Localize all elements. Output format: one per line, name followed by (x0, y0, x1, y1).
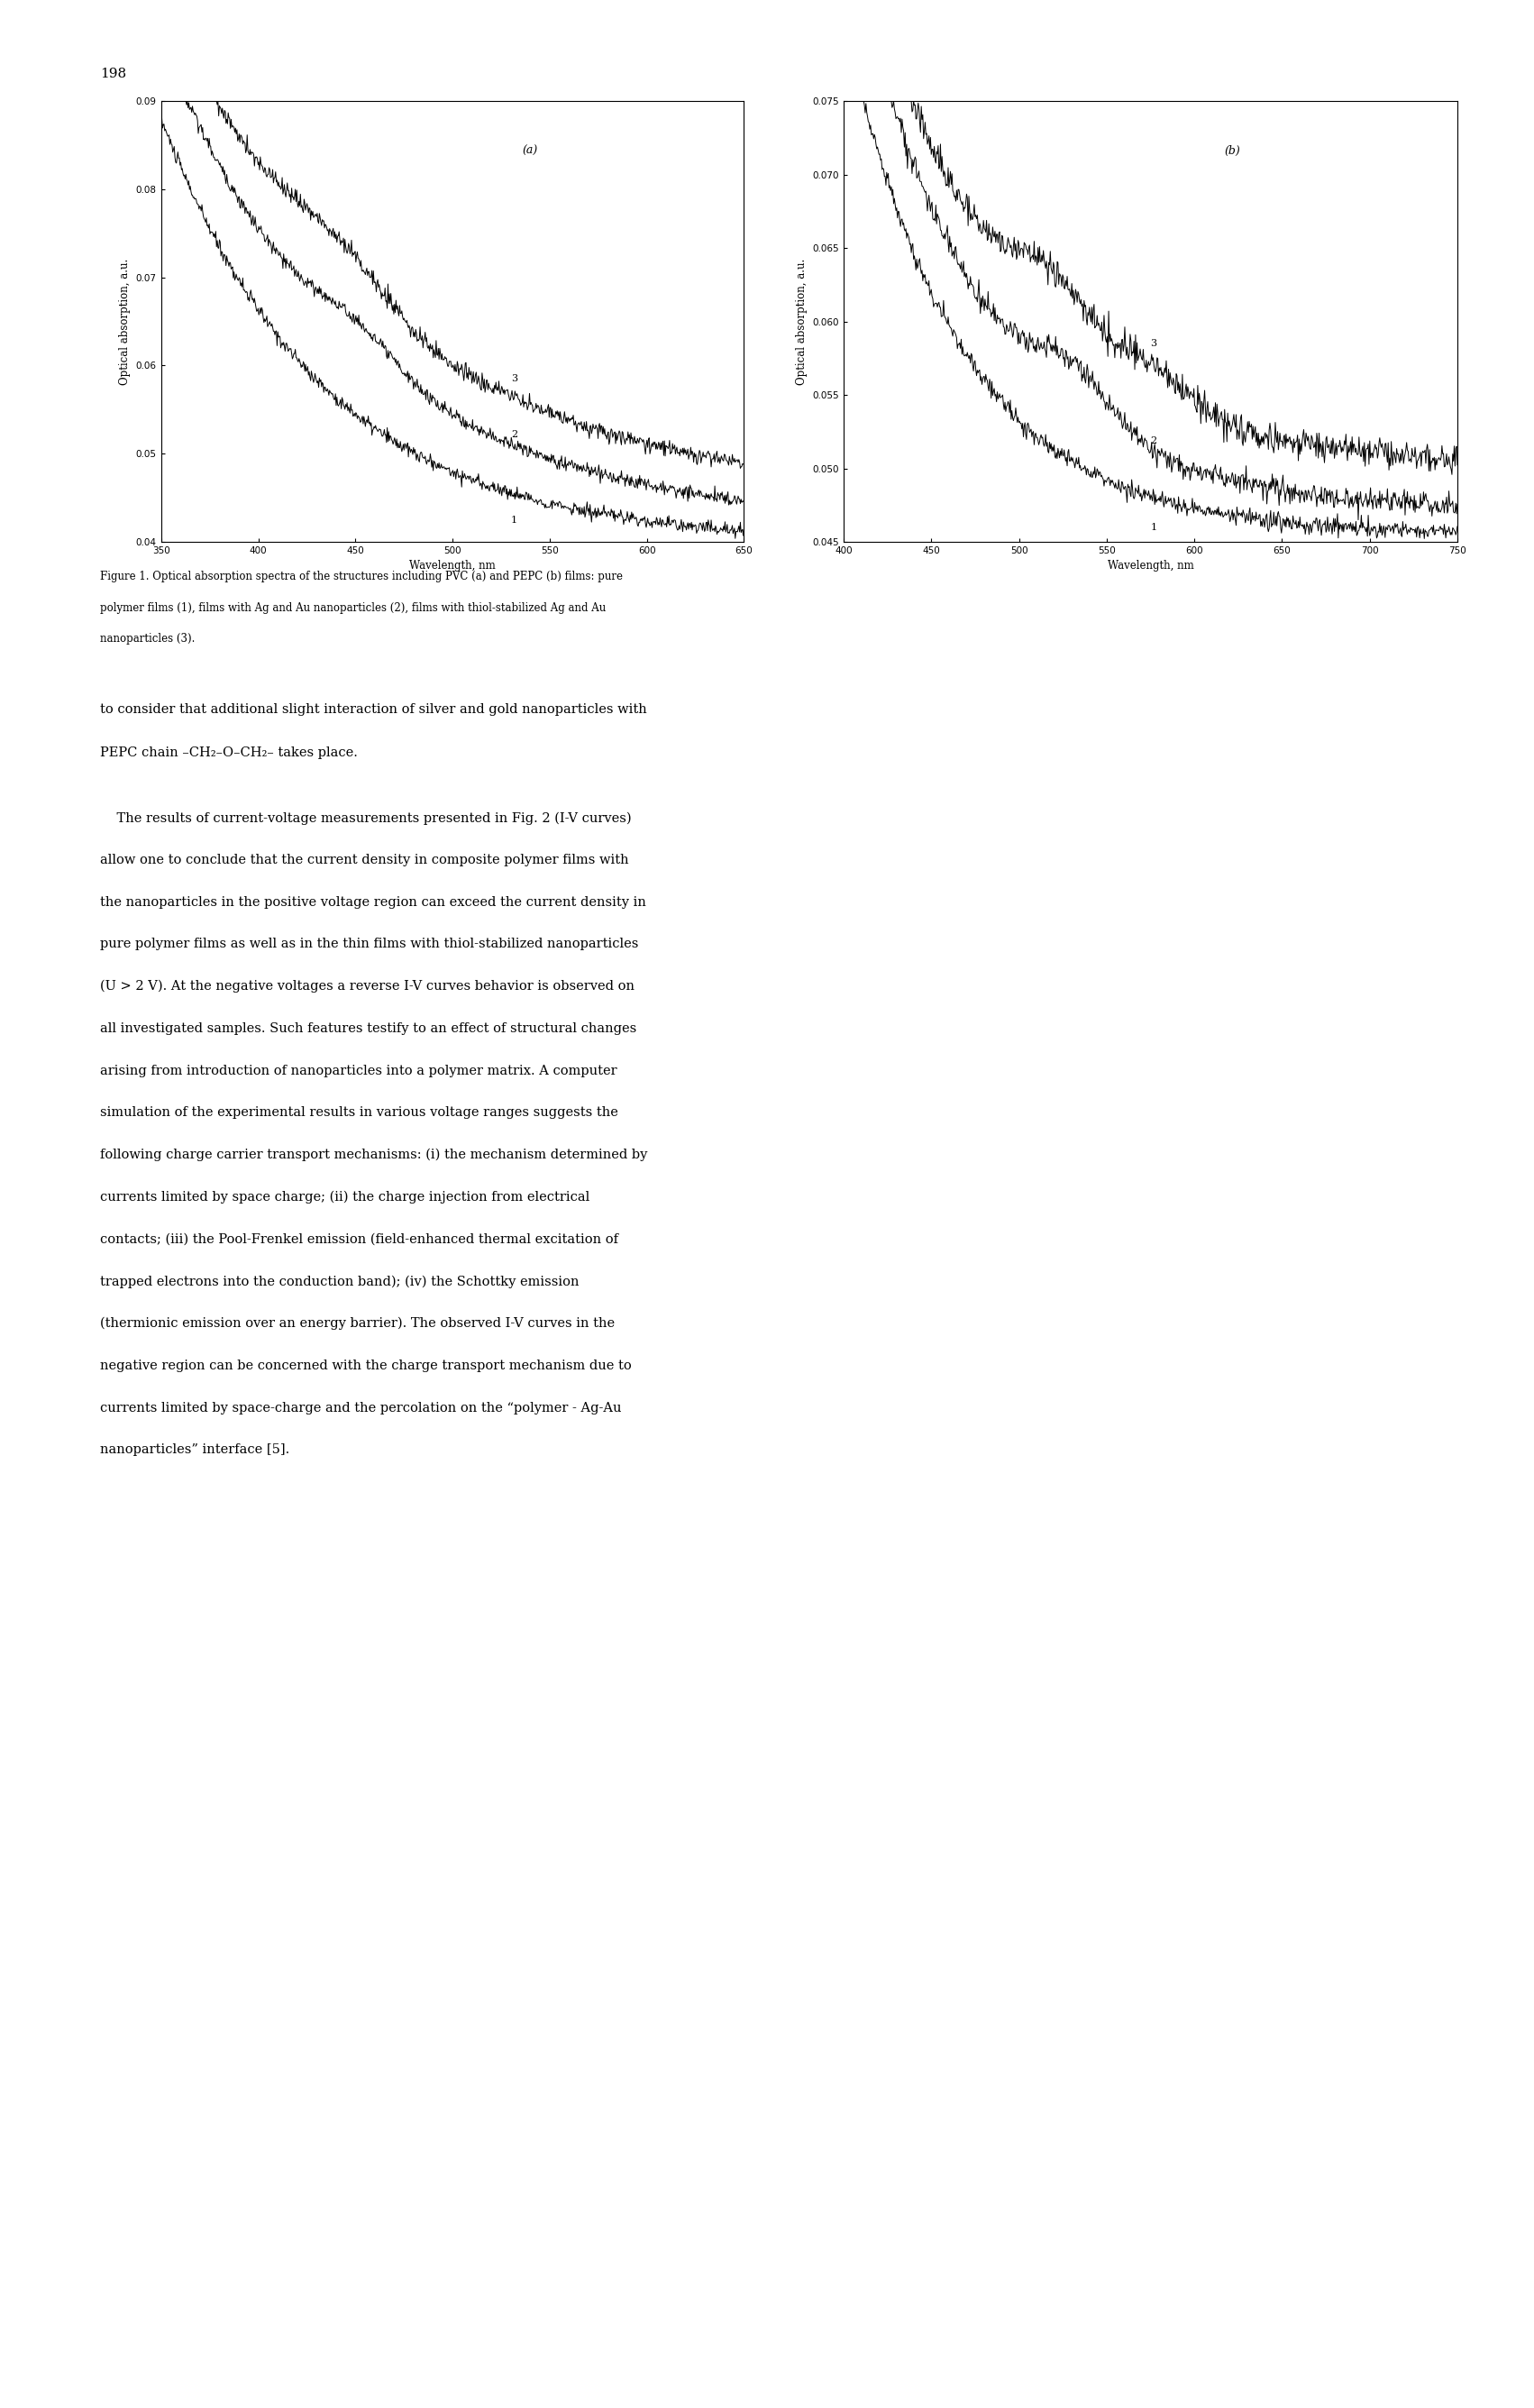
Text: The results of current-voltage measurements presented in Fig. 2 (I-V curves): The results of current-voltage measureme… (100, 811, 630, 824)
Text: (U > 2 V). At the negative voltages a reverse I-V curves behavior is observed on: (U > 2 V). At the negative voltages a re… (100, 980, 634, 992)
Text: polymer films (1), films with Ag and Au nanoparticles (2), films with thiol-stab: polymer films (1), films with Ag and Au … (100, 602, 606, 614)
Text: (a): (a) (523, 144, 538, 157)
Text: 3: 3 (511, 373, 517, 383)
Text: (thermionic emission over an energy barrier). The observed I-V curves in the: (thermionic emission over an energy barr… (100, 1317, 615, 1329)
Text: currents limited by space charge; (ii) the charge injection from electrical: currents limited by space charge; (ii) t… (100, 1192, 589, 1204)
Text: pure polymer films as well as in the thin films with thiol-stabilized nanopartic: pure polymer films as well as in the thi… (100, 939, 638, 951)
Text: 1: 1 (511, 515, 517, 525)
Text: all investigated samples. Such features testify to an effect of structural chang: all investigated samples. Such features … (100, 1023, 637, 1035)
Text: 1: 1 (1150, 523, 1157, 532)
Text: nanoparticles” interface [5].: nanoparticles” interface [5]. (100, 1445, 290, 1457)
Text: 3: 3 (1150, 340, 1157, 347)
Text: 2: 2 (1150, 436, 1157, 445)
Text: following charge carrier transport mechanisms: (i) the mechanism determined by: following charge carrier transport mecha… (100, 1149, 647, 1161)
Text: allow one to conclude that the current density in composite polymer films with: allow one to conclude that the current d… (100, 852, 629, 867)
Text: arising from introduction of nanoparticles into a polymer matrix. A computer: arising from introduction of nanoparticl… (100, 1064, 617, 1076)
Text: (b): (b) (1224, 144, 1239, 157)
Text: PEPC chain –CH₂–O–CH₂– takes place.: PEPC chain –CH₂–O–CH₂– takes place. (100, 746, 357, 759)
Text: negative region can be concerned with the charge transport mechanism due to: negative region can be concerned with th… (100, 1361, 632, 1373)
Text: nanoparticles (3).: nanoparticles (3). (100, 633, 195, 645)
Text: the nanoparticles in the positive voltage region can exceed the current density : the nanoparticles in the positive voltag… (100, 896, 646, 908)
X-axis label: Wavelength, nm: Wavelength, nm (1108, 561, 1193, 573)
Text: 2: 2 (511, 431, 517, 438)
Text: contacts; (iii) the Pool-Frenkel emission (field-enhanced thermal excitation of: contacts; (iii) the Pool-Frenkel emissio… (100, 1233, 618, 1245)
Text: Figure 1. Optical absorption spectra of the structures including PVC (a) and PEP: Figure 1. Optical absorption spectra of … (100, 571, 623, 583)
Text: trapped electrons into the conduction band); (iv) the Schottky emission: trapped electrons into the conduction ba… (100, 1276, 578, 1288)
Text: to consider that additional slight interaction of silver and gold nanoparticles : to consider that additional slight inter… (100, 703, 646, 715)
Text: 198: 198 (100, 67, 126, 79)
Text: simulation of the experimental results in various voltage ranges suggests the: simulation of the experimental results i… (100, 1108, 618, 1120)
Text: currents limited by space-charge and the percolation on the “polymer - Ag-Au: currents limited by space-charge and the… (100, 1401, 621, 1413)
Y-axis label: Optical absorption, a.u.: Optical absorption, a.u. (120, 258, 130, 385)
Y-axis label: Optical absorption, a.u.: Optical absorption, a.u. (796, 258, 807, 385)
X-axis label: Wavelength, nm: Wavelength, nm (410, 561, 495, 573)
